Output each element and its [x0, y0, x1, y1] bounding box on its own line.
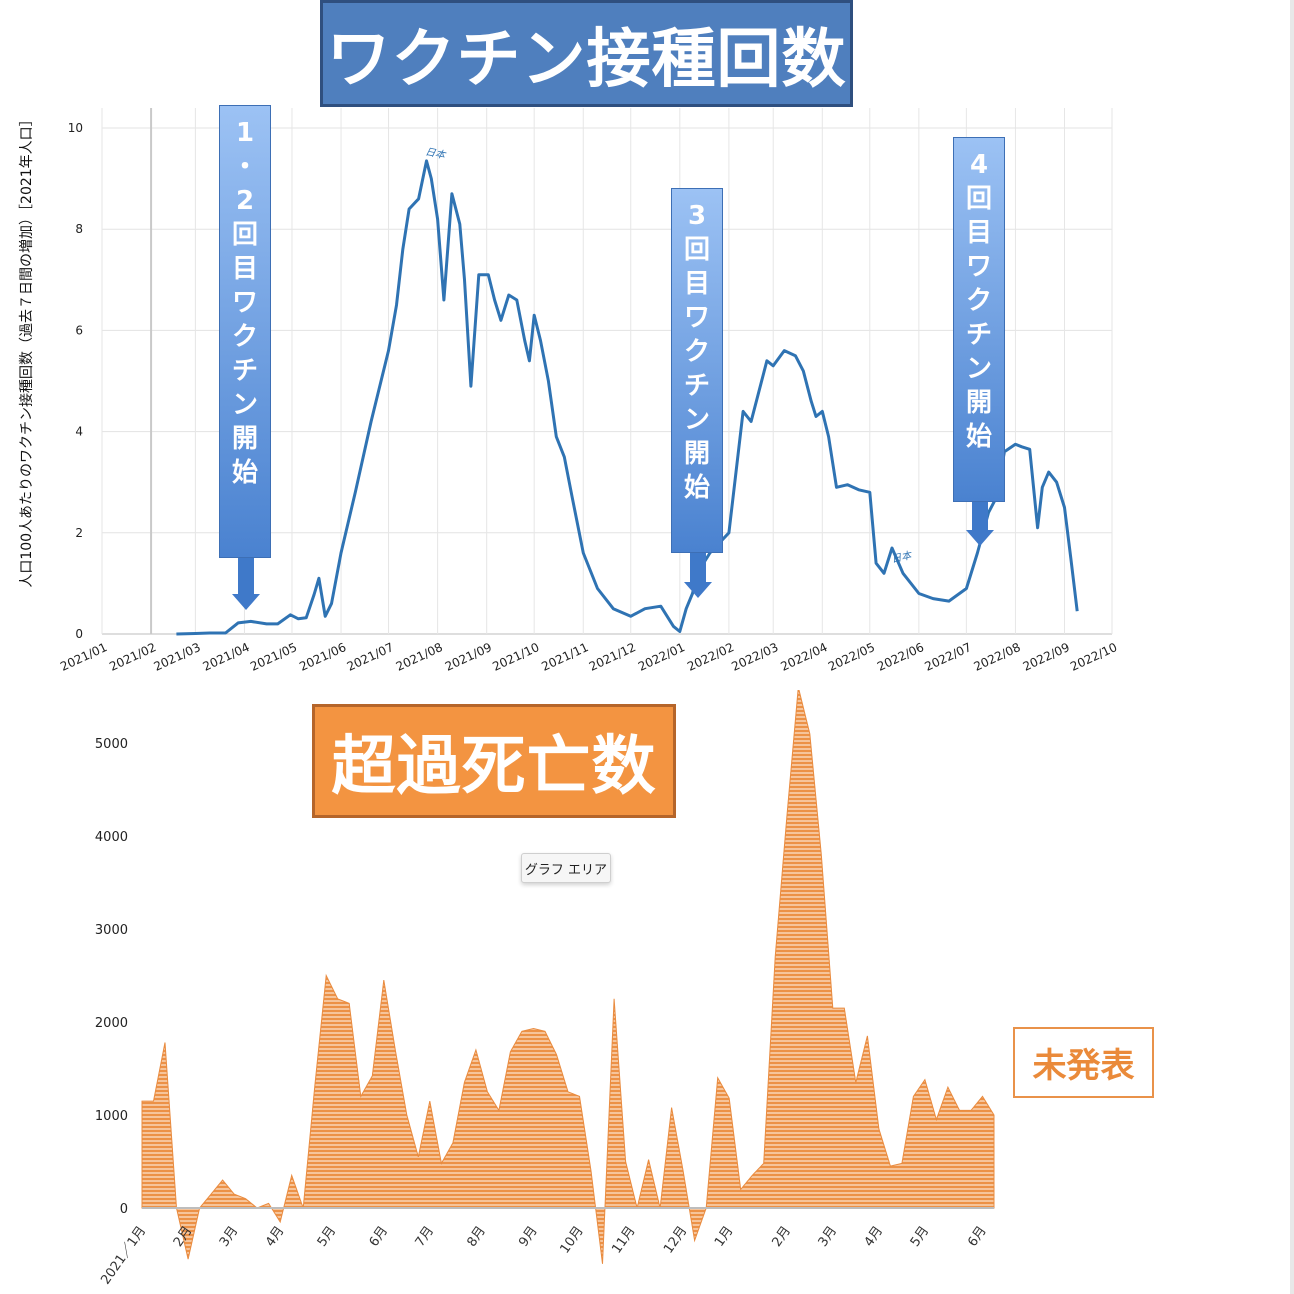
x-tick-label: 2022/04: [778, 640, 829, 674]
excess-death-chart[interactable]: 0 1000 2000 3000 4000 5000 2021／1月 2月 3月 4月 5月 6月 7…: [0, 690, 1294, 1294]
excess-death-x-ticks: 2021／1月 2月 3月 4月 5月 6月 7月 8月 9月 10月 11月 12月 1月 2月 3月 4月…: [98, 1224, 989, 1288]
x-tick-label: 2021/09: [443, 640, 494, 674]
x-tick-label: 6月: [367, 1224, 391, 1250]
x-tick-label: 2021/10: [490, 640, 541, 674]
y-tick-label: 4000: [95, 830, 128, 845]
x-tick-label: 2021/08: [394, 640, 445, 674]
dose-3-start-callout: 3 回 目 ワ ク チ ン 開 始: [671, 188, 725, 598]
callout-body: 4 回 目 ワ ク チ ン 開 始: [953, 137, 1005, 502]
x-tick-label: 7月: [413, 1224, 437, 1250]
x-tick-label: 2022/08: [972, 640, 1023, 674]
x-tick-label: 2月: [770, 1224, 794, 1250]
window-edge: [1290, 0, 1294, 1294]
excess-death-y-ticks: 0 1000 2000 3000 4000 5000: [95, 737, 128, 1217]
x-tick-label: 2022/09: [1021, 640, 1072, 674]
series-annotation-2: 日本: [890, 549, 913, 565]
x-tick-label: 5月: [315, 1224, 339, 1250]
x-tick-label: 2021/02: [107, 640, 158, 674]
down-arrow-icon: [684, 582, 712, 598]
vaccination-series-line[interactable]: [176, 159, 1079, 636]
x-tick-label: 3月: [217, 1224, 241, 1250]
callout-body: 1 ・ 2 回 目 ワ ク チ ン 開 始: [219, 105, 271, 558]
x-tick-label: 2021/06: [297, 640, 348, 674]
x-tick-label: 2022/07: [923, 640, 974, 674]
graph-area-tooltip: グラフ エリア: [521, 853, 611, 883]
arrow-shaft: [690, 553, 706, 582]
y-tick-label: 2000: [95, 1016, 128, 1031]
y-tick-label: 3000: [95, 923, 128, 938]
x-tick-label: 2022/03: [729, 640, 780, 674]
y-tick-label: 5000: [95, 737, 128, 752]
arrow-shaft: [238, 558, 254, 594]
y-tick-label: 0: [75, 627, 83, 641]
x-tick-label: 2021/01: [58, 640, 109, 674]
x-tick-label: 3月: [816, 1224, 840, 1250]
x-tick-label: 11月: [609, 1224, 638, 1257]
x-tick-label: 6月: [965, 1224, 989, 1250]
x-tick-label: 4月: [263, 1224, 287, 1250]
y-tick-label: 2: [75, 526, 83, 540]
x-tick-label: 2021/11: [539, 640, 590, 674]
excess-death-area[interactable]: [141, 690, 995, 1264]
y-tick-label: 1000: [95, 1109, 128, 1124]
x-tick-label: 4月: [862, 1224, 886, 1250]
unpublished-label: 未発表: [1013, 1027, 1154, 1098]
dose-1-2-start-callout: 1 ・ 2 回 目 ワ ク チ ン 開 始: [219, 105, 273, 610]
y-tick-label: 10: [68, 121, 83, 135]
x-tick-label: 2021/04: [201, 640, 252, 674]
x-tick-label: 2022/05: [826, 640, 877, 674]
dose-4-start-callout: 4 回 目 ワ ク チ ン 開 始: [953, 137, 1007, 547]
y-tick-label: 4: [75, 425, 83, 439]
vaccination-y-ticks: 0 2 4 6 8 10: [68, 121, 83, 641]
arrow-shaft: [972, 502, 988, 530]
series-annotation-1: 日本: [424, 146, 447, 162]
vaccination-title-banner: ワクチン接種回数: [320, 0, 853, 107]
x-tick-label: 2022/10: [1068, 640, 1119, 674]
x-tick-label: 2021/05: [248, 640, 299, 674]
x-tick-label: 9月: [516, 1224, 540, 1250]
y-tick-label: 0: [120, 1202, 128, 1217]
x-tick-label: 2021/03: [152, 640, 203, 674]
x-tick-label: 2022/02: [685, 640, 736, 674]
y-tick-label: 6: [75, 323, 83, 337]
y-tick-label: 8: [75, 222, 83, 236]
down-arrow-icon: [966, 530, 994, 546]
x-tick-label: 2022/01: [636, 640, 687, 674]
vaccination-x-ticks: 2021/012021/022021/032021/042021/052021/…: [58, 640, 1119, 674]
x-tick-label: 12月: [661, 1224, 690, 1257]
x-tick-label: 10月: [558, 1224, 587, 1257]
down-arrow-icon: [232, 594, 260, 610]
x-tick-label: 2022/06: [875, 640, 926, 674]
x-tick-label: 2021/07: [345, 640, 396, 674]
x-tick-label: 1月: [712, 1224, 736, 1250]
excess-death-title-banner: 超過死亡数: [312, 704, 676, 818]
callout-body: 3 回 目 ワ ク チ ン 開 始: [671, 188, 723, 553]
x-tick-label: 2021／1月: [98, 1224, 149, 1288]
x-tick-label: 2021/12: [587, 640, 638, 674]
x-tick-label: 5月: [908, 1224, 932, 1250]
x-tick-label: 8月: [464, 1224, 488, 1250]
